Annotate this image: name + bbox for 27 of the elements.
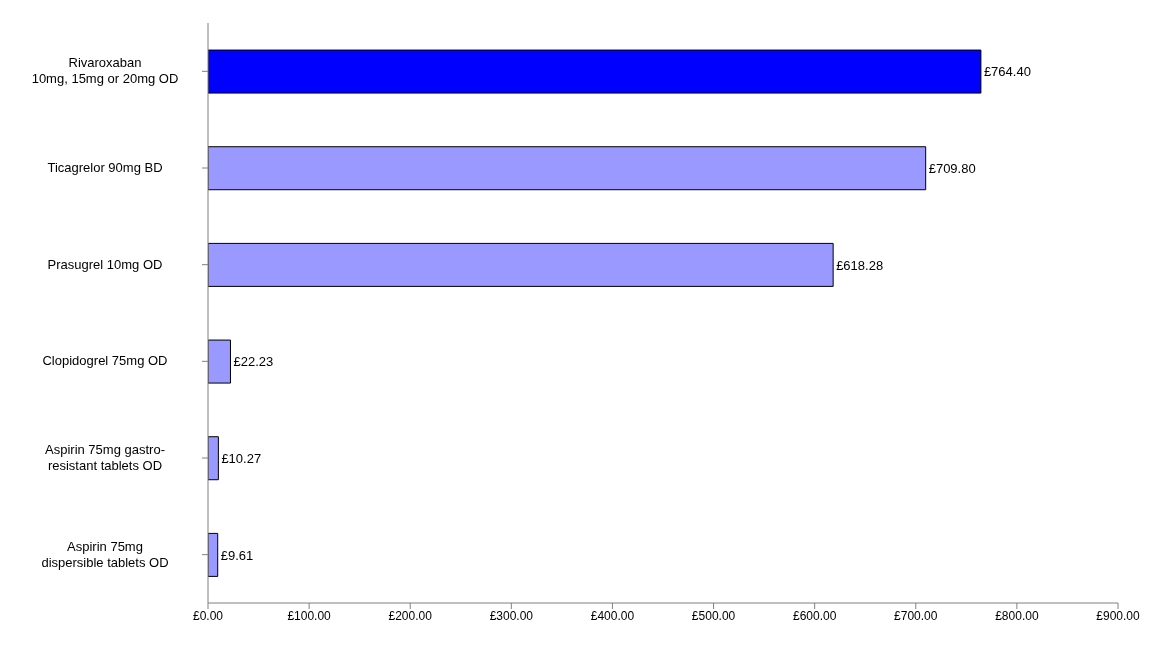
- x-tick-label: £500.00: [691, 608, 736, 623]
- bar: [208, 49, 982, 94]
- x-tick-label: £0.00: [192, 608, 224, 623]
- x-tick-label: £800.00: [995, 608, 1039, 623]
- data-label: £10.27: [221, 450, 262, 466]
- x-tick-label: £200.00: [388, 608, 433, 623]
- x-tick-label: £700.00: [894, 608, 938, 623]
- y-tick-label: Clopidogrel 75mg OD: [42, 353, 168, 369]
- bar: [208, 242, 834, 287]
- x-tick-label: £400.00: [590, 608, 635, 623]
- data-label: £9.61: [220, 547, 254, 563]
- data-label: £764.40: [983, 64, 1031, 80]
- x-tick-label: £900.00: [1096, 608, 1141, 623]
- y-tick-label: Aspirin 75mg gastro- resistant tablets OD: [45, 442, 165, 473]
- y-tick-label: Aspirin 75mg dispersible tablets OD: [41, 538, 169, 570]
- bar: [208, 339, 231, 384]
- x-tick-label: £300.00: [489, 608, 534, 623]
- y-tick-label: Ticagrelor 90mg BD: [47, 160, 163, 175]
- bar: [208, 436, 219, 481]
- data-label: £22.23: [233, 354, 274, 370]
- y-tick-label: Rivaroxaban 10mg, 15mg or 20mg OD: [31, 55, 179, 87]
- x-tick-label: £600.00: [792, 608, 837, 623]
- x-tick-label: £100.00: [287, 608, 332, 623]
- data-label: £709.80: [928, 160, 976, 176]
- data-label: £618.28: [836, 257, 884, 273]
- y-tick-label: Prasugrel 10mg OD: [47, 256, 163, 272]
- bar: [208, 146, 927, 191]
